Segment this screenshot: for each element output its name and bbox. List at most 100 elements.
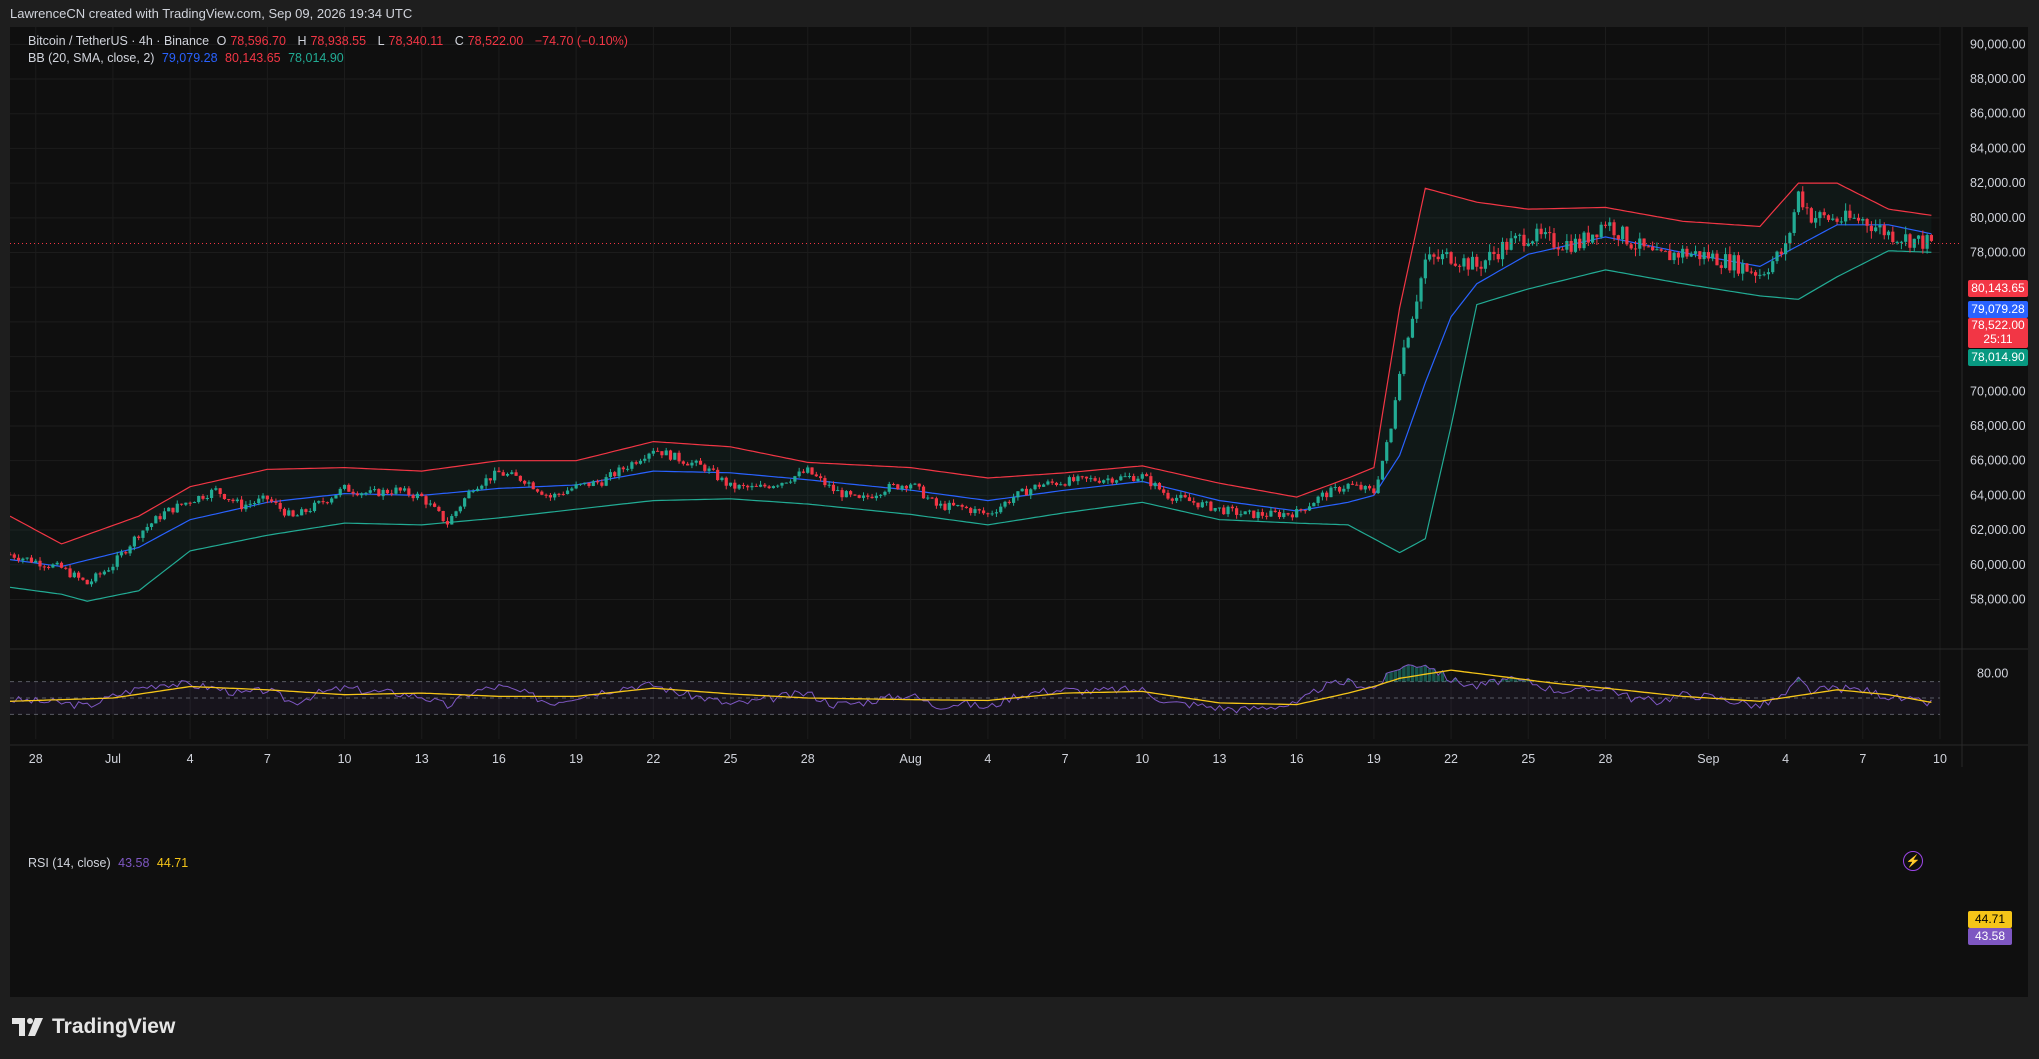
candle-body [1668,250,1672,261]
bb-lower-value: 78,014.90 [288,51,344,65]
candle-body [1059,484,1063,486]
candle-body [390,493,394,495]
candle-body [1196,502,1200,508]
candle-body [1886,231,1891,236]
candle-body [514,472,518,476]
candle-body [1110,478,1114,483]
candle-body [913,483,917,485]
candle-body [1410,318,1415,338]
candle-body [1719,265,1723,268]
candle-body [295,515,299,517]
candle-body [1325,492,1329,498]
candle-body [1612,222,1616,236]
lightning-icon[interactable]: ⚡ [1903,851,1923,871]
candle-body [1638,238,1642,249]
time-tick-label: 25 [1521,752,1535,766]
candle-body [1187,497,1192,502]
candle-body [557,493,561,495]
candle-body [437,506,441,512]
candle-body [1024,488,1029,496]
price-tick-label: 64,000.00 [1970,488,2026,502]
candle-body [1046,481,1050,485]
candle-body [583,482,587,484]
candle-body [1874,227,1878,232]
candle-body [814,474,818,477]
candle-body [1526,243,1530,246]
candle-body [793,476,797,482]
candle-body [1814,218,1818,223]
candle-body [1681,248,1685,258]
candle-body [638,460,643,464]
candle-body [1239,514,1243,516]
candle-body [1685,248,1689,257]
candle-body [1153,482,1157,487]
candle-body [381,489,385,497]
candle-body [621,467,625,470]
candle-body [1758,274,1762,276]
candle-body [1749,271,1753,273]
candle-body [47,566,51,568]
candle-body [849,491,853,495]
candle-body [677,452,681,462]
candle-body [1702,252,1706,260]
price-tick-label: 68,000.00 [1970,419,2026,433]
candle-body [733,482,737,489]
candle-body [192,502,197,504]
change-value: −74.70 (−0.10%) [534,34,628,48]
candle-body [1144,474,1149,477]
candle-body [977,509,981,511]
candle-body [668,450,673,460]
candle-body [870,496,874,499]
price-tick-label: 70,000.00 [1970,384,2026,398]
candle-body [261,495,265,499]
candle-body [385,489,390,494]
candle-body [1548,232,1552,234]
candle-body [1689,253,1693,257]
price-tick-label: 62,000.00 [1970,523,2026,537]
candle-body [1072,477,1076,482]
candle-body [565,490,570,495]
candle-body [231,499,235,502]
candle-body [1779,251,1783,255]
candle-body [1578,238,1582,249]
candle-body [1063,484,1067,486]
candle-body [1796,191,1801,213]
candle-body [300,509,304,516]
candle-body [879,494,883,496]
chart-canvas[interactable]: 58,000.00 60,000.00 62,000.00 64,000.00 66,0… [10,27,2028,997]
candle-body [1419,278,1423,302]
candle-body [540,491,544,495]
price-tick-label: 66,000.00 [1970,454,2026,468]
candle-body [407,488,411,496]
candle-body [1655,249,1659,251]
candle-body [25,557,29,559]
chart-frame[interactable]: 58,000.00 60,000.00 62,000.00 64,000.00 66,0… [10,27,2028,997]
candle-body [1861,219,1865,221]
candle-body [351,491,355,494]
candle-body [1762,274,1766,276]
candle-body [1226,506,1230,515]
candle-body [167,507,171,512]
candle-body [1372,488,1376,494]
candle-body [484,478,488,486]
candle-body [801,471,806,473]
candle-body [651,450,655,454]
candle-body [85,579,89,585]
candle-body [1646,246,1650,248]
candle-body [372,489,377,491]
candle-body [441,511,445,522]
candle-body [1784,243,1788,255]
candle-body [1642,238,1646,247]
candle-body [1007,501,1011,503]
candle-body [964,506,969,509]
candle-body [16,557,21,561]
candle-body [707,468,711,471]
candle-body [205,497,209,499]
candle-body [235,499,239,502]
candle-body [595,481,600,483]
candle-body [1535,228,1539,242]
candle-body [158,516,162,520]
candle-body [608,472,613,478]
grid [10,27,2028,767]
candle-body [1916,235,1921,239]
